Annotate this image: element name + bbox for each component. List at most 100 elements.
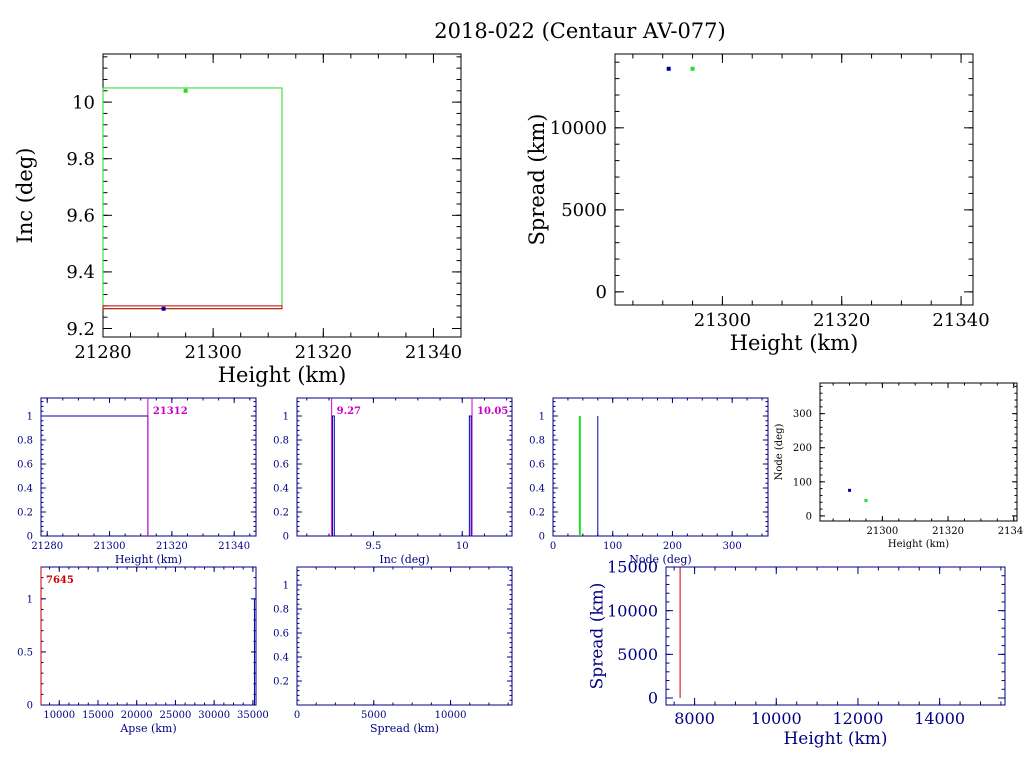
x-tick-label: 21340 <box>998 526 1024 537</box>
marker-label: 21312 <box>153 406 188 417</box>
chart-spread_vs_height: 21300 21320 21340 0 5000 10000 Height (km) Spre… <box>525 53 990 355</box>
data-point-blue <box>161 306 166 311</box>
chart-spread_vs_height_wide: 8000 10000 12000 14000 0 5000 10000 15000 Height… <box>587 558 1006 749</box>
plot-frame <box>665 566 1006 706</box>
x-axis-label: Height (km) <box>730 331 859 355</box>
x-axis-label: Height (km) <box>783 729 887 749</box>
data-point-green <box>690 66 695 71</box>
chart-node_vs_height: 21300 21320 21340 0 100 200 300 Height (km) Node… <box>774 382 1024 550</box>
x-axis-label: Apse (km) <box>119 722 176 735</box>
x-tick-label: 20000 <box>121 710 153 721</box>
data-point-green <box>183 88 188 93</box>
y-tick-label: 0.5 <box>17 647 33 658</box>
x-axis-label: Inc (deg) <box>379 553 429 566</box>
y-axis-label: Spread (km) <box>525 114 549 246</box>
x-tick-label: 100 <box>603 541 622 552</box>
x-tick-label: 21320 <box>813 310 870 331</box>
y-axis-label: Node (deg) <box>774 424 785 481</box>
x-tick-label: 35000 <box>237 710 269 721</box>
x-tick-label: 10 <box>456 541 469 552</box>
y-tick-label: 0 <box>806 511 812 522</box>
x-tick-label: 21300 <box>185 342 242 363</box>
y-tick-label: 0 <box>27 701 33 712</box>
y-tick-label: 0.8 <box>273 436 289 447</box>
x-axis-label: Spread (km) <box>370 722 439 735</box>
x-tick-label: 21300 <box>694 310 751 331</box>
y-tick-label: 0 <box>27 532 33 543</box>
y-tick-label: 9.2 <box>66 319 95 340</box>
x-tick-label: 9.5 <box>365 541 381 552</box>
plot-frame <box>40 397 257 537</box>
y-tick-label: 0.2 <box>273 508 289 519</box>
y-tick-label: 0 <box>596 282 607 303</box>
box-green <box>102 87 283 310</box>
data-point-blue <box>848 488 852 492</box>
y-tick-label: 5000 <box>617 645 658 664</box>
chart-hist_node: 0 100 200 300 0 0.2 0.4 0.6 0.8 1 Node (deg) <box>529 397 769 566</box>
y-tick-label: 0.2 <box>529 508 545 519</box>
y-tick-label: 1 <box>27 412 33 423</box>
x-tick-label: 21280 <box>74 342 131 363</box>
y-tick-label: 0 <box>648 689 658 708</box>
chart-inc_vs_height: 21280 21300 21320 21340 9.2 9.4 9.6 9.8 10 Height… <box>13 53 462 387</box>
y-tick-label: 0.6 <box>17 460 33 471</box>
x-tick-label: 21320 <box>295 342 352 363</box>
x-tick-label: 8000 <box>674 709 715 728</box>
x-tick-label: 0 <box>294 710 300 721</box>
y-tick-label: 1 <box>283 581 289 592</box>
y-tick-label: 10 <box>72 92 95 113</box>
y-tick-label: 10000 <box>607 601 658 620</box>
x-tick-label: 21340 <box>405 342 462 363</box>
y-tick-label: 0.6 <box>529 460 545 471</box>
y-tick-label: 0.4 <box>17 484 33 495</box>
y-tick-label: 9.4 <box>66 262 95 283</box>
x-tick-label: 21320 <box>156 541 188 552</box>
y-tick-label: 200 <box>793 443 812 454</box>
y-tick-label: 1 <box>539 412 545 423</box>
histogram-step <box>41 415 149 536</box>
marker-label: 7645 <box>46 575 74 586</box>
y-tick-label: 1 <box>27 594 33 605</box>
x-tick-label: 0 <box>550 541 556 552</box>
y-tick-label: 0.2 <box>17 508 33 519</box>
y-tick-label: 0.8 <box>529 436 545 447</box>
y-tick-label: 100 <box>793 477 812 488</box>
x-tick-label: 15000 <box>82 710 114 721</box>
chart-hist_apse: 10000 15000 20000 25000 30000 35000 0 0.5 1 Apse … <box>17 566 269 735</box>
x-axis-label: Node (deg) <box>629 553 691 566</box>
x-tick-label: 21300 <box>866 526 898 537</box>
x-tick-label: 14000 <box>914 709 965 728</box>
y-tick-label: 0.6 <box>273 460 289 471</box>
x-tick-label: 10000 <box>435 710 467 721</box>
x-tick-label: 21340 <box>218 541 250 552</box>
y-tick-label: 300 <box>793 409 812 420</box>
x-tick-label: 10000 <box>43 710 75 721</box>
x-tick-label: 300 <box>723 541 742 552</box>
x-tick-label: 21300 <box>94 541 126 552</box>
y-tick-label: 0.4 <box>529 484 545 495</box>
y-tick-label: 1 <box>283 412 289 423</box>
y-axis-label: Spread (km) <box>587 583 607 690</box>
chart-hist_spread: 0 5000 10000 0.2 0.4 0.6 0.8 1 Spread (km) <box>273 566 513 735</box>
x-tick-label: 10000 <box>751 709 802 728</box>
plot-frame <box>296 397 513 537</box>
y-tick-label: 0.6 <box>273 629 289 640</box>
y-tick-label: 0.2 <box>273 677 289 688</box>
y-tick-label: 5000 <box>561 200 607 221</box>
data-point-green <box>864 499 868 503</box>
plot-frame <box>614 53 974 306</box>
chart-hist_height: 21280 21300 21320 21340 0 0.2 0.4 0.6 0.8 1 Height… <box>17 397 257 566</box>
y-axis-label: Inc (deg) <box>13 148 37 244</box>
y-tick-label: 0.8 <box>17 436 33 447</box>
chart-hist_inc: 9.5 10 0 0.2 0.4 0.6 0.8 1 Inc (deg) 9.27 10.05 <box>273 397 513 566</box>
plot-frame <box>40 566 257 706</box>
marker-label: 9.27 <box>337 406 361 417</box>
x-tick-label: 12000 <box>833 709 884 728</box>
y-tick-label: 10000 <box>550 118 607 139</box>
plot-frame <box>296 566 513 706</box>
y-tick-label: 0 <box>283 532 289 543</box>
y-tick-label: 0.4 <box>273 484 289 495</box>
x-tick-label: 5000 <box>361 710 386 721</box>
y-tick-label: 0.4 <box>273 653 289 664</box>
